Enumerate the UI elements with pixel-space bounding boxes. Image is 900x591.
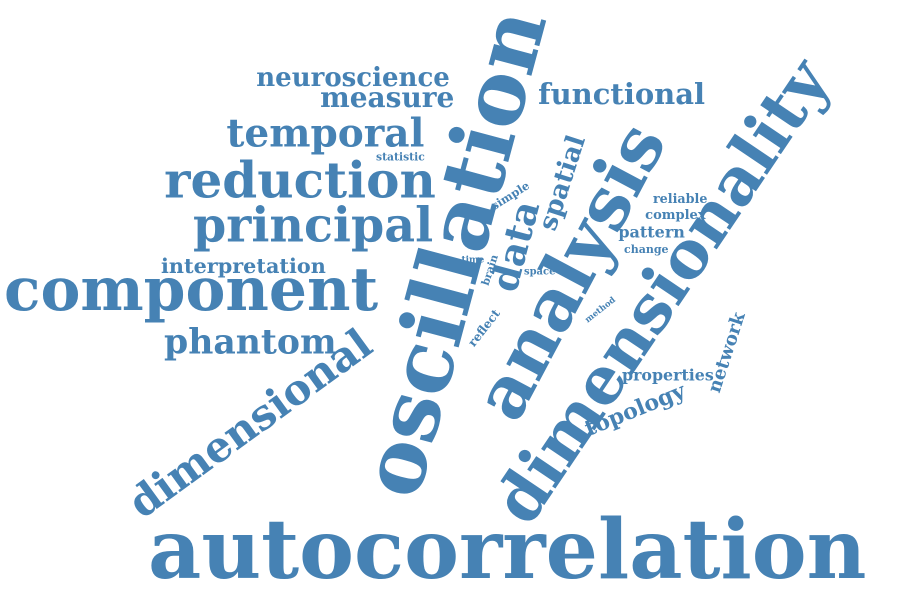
word-temporal: temporal xyxy=(226,114,424,153)
word-statistic: statistic xyxy=(376,152,425,163)
word-autocorrelation: autocorrelation xyxy=(148,508,866,590)
word-change: change xyxy=(624,244,669,255)
word-reliable: reliable xyxy=(653,193,707,206)
word-complex: complex xyxy=(645,208,705,221)
word-functional: functional xyxy=(538,80,705,109)
word-measure: measure xyxy=(320,84,454,112)
word-pattern: pattern xyxy=(618,225,685,241)
word-phantom: phantom xyxy=(164,325,337,360)
word-space: space xyxy=(524,268,555,278)
word-principal: principal xyxy=(193,203,433,251)
word-interpretation: interpretation xyxy=(161,255,326,276)
word-properties: properties xyxy=(622,368,714,384)
word-time: time xyxy=(461,255,484,264)
